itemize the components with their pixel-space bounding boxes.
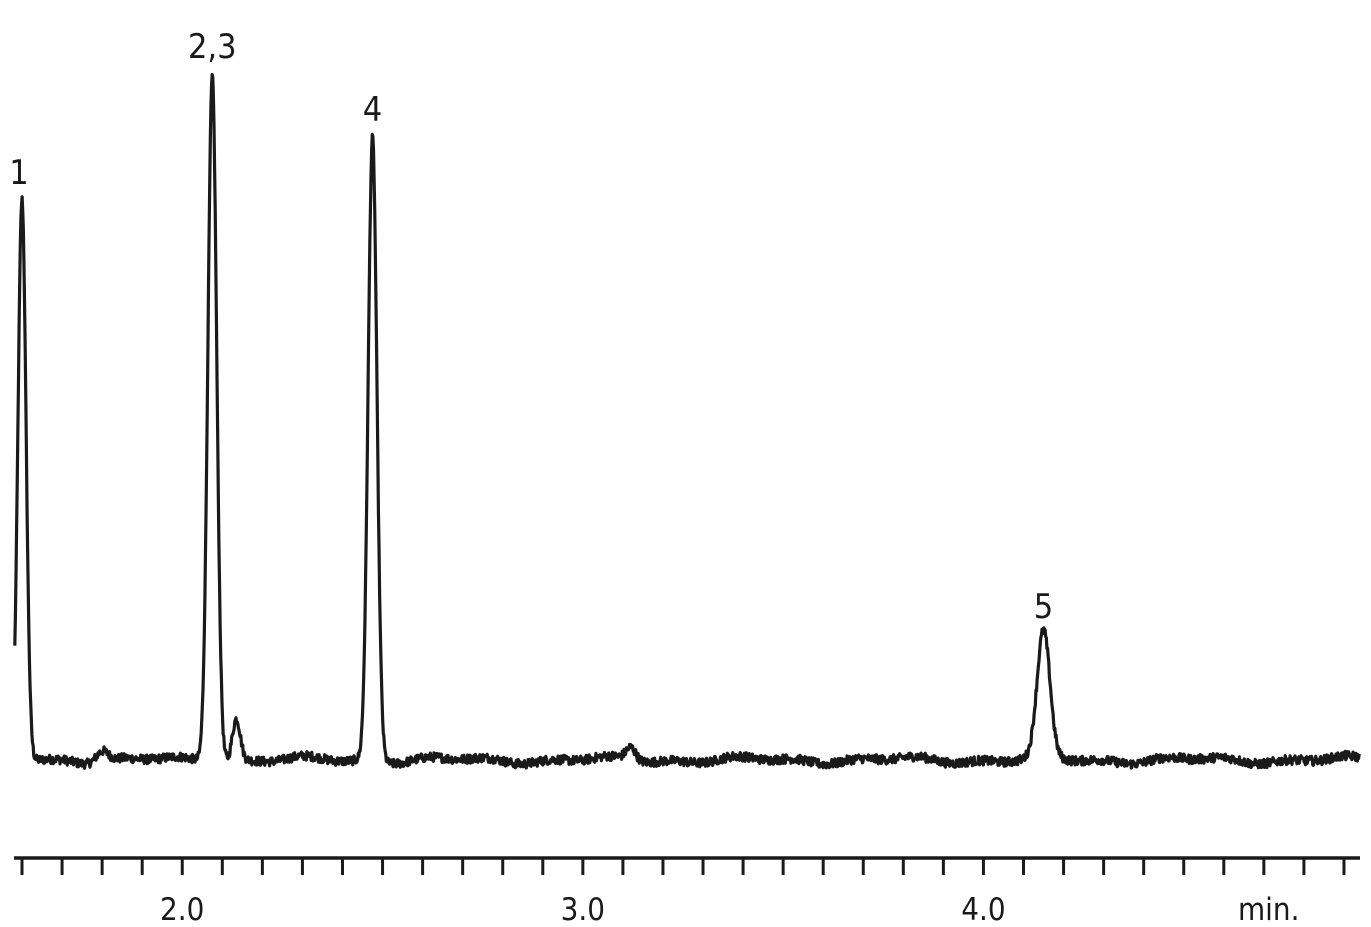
x-tick-label-4-0: 4.0: [961, 892, 1005, 927]
peak-label-1: 1: [9, 153, 28, 193]
peak-label-5: 5: [1034, 587, 1053, 627]
peak-label-4: 4: [363, 90, 382, 130]
x-tick-label-3-0: 3.0: [561, 892, 605, 927]
peak-label-2-3: 2,3: [188, 27, 237, 67]
x-tick-label-2-0: 2.0: [160, 892, 204, 927]
trace-layer: [13, 72, 1361, 770]
x-axis: 2.0 3.0 4.0 min.: [14, 856, 1360, 927]
peak-label-layer: 1 2,3 4 5: [9, 27, 1053, 627]
chromatogram-trace: [13, 72, 1361, 770]
x-axis-unit-label: min.: [1238, 892, 1299, 927]
